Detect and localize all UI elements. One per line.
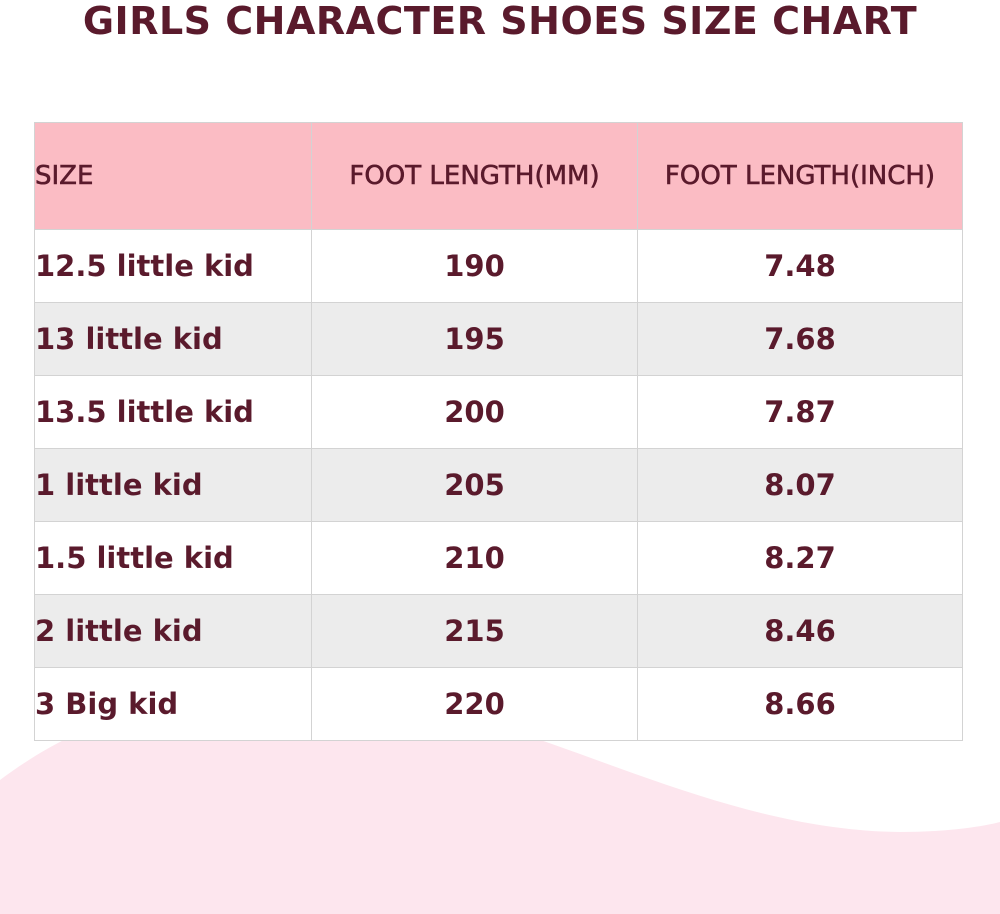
inch-cell: 8.07	[637, 448, 963, 522]
table-row: 1 little kid 205 8.07	[34, 448, 963, 522]
header-size: SIZE	[34, 122, 312, 230]
pink-wave-shape	[0, 689, 1000, 914]
mm-cell: 210	[311, 521, 638, 595]
table-row: 1.5 little kid 210 8.27	[34, 521, 963, 595]
size-cell: 13 little kid	[34, 302, 312, 376]
header-foot-length-inch: FOOT LENGTH(INCH)	[637, 122, 963, 230]
table-header-row: SIZE FOOT LENGTH(MM) FOOT LENGTH(INCH)	[34, 122, 963, 230]
size-cell: 3 Big kid	[34, 667, 312, 741]
size-cell: 2 little kid	[34, 594, 312, 668]
mm-cell: 190	[311, 229, 638, 303]
inch-cell: 7.48	[637, 229, 963, 303]
mm-cell: 200	[311, 375, 638, 449]
inch-cell: 8.27	[637, 521, 963, 595]
page-title: GIRLS CHARACTER SHOES SIZE CHART	[82, 0, 918, 43]
header-foot-length-mm: FOOT LENGTH(MM)	[311, 122, 638, 230]
inch-cell: 7.68	[637, 302, 963, 376]
table-row: 12.5 little kid 190 7.48	[34, 229, 963, 303]
size-cell: 12.5 little kid	[34, 229, 312, 303]
mm-cell: 215	[311, 594, 638, 668]
inch-cell: 8.46	[637, 594, 963, 668]
size-cell: 13.5 little kid	[34, 375, 312, 449]
inch-cell: 8.66	[637, 667, 963, 741]
inch-cell: 7.87	[637, 375, 963, 449]
size-cell: 1 little kid	[34, 448, 312, 522]
size-chart-table: SIZE FOOT LENGTH(MM) FOOT LENGTH(INCH) 1…	[34, 122, 963, 741]
size-cell: 1.5 little kid	[34, 521, 312, 595]
mm-cell: 220	[311, 667, 638, 741]
table-row: 3 Big kid 220 8.66	[34, 667, 963, 741]
table-row: 2 little kid 215 8.46	[34, 594, 963, 668]
table-row: 13 little kid 195 7.68	[34, 302, 963, 376]
mm-cell: 195	[311, 302, 638, 376]
mm-cell: 205	[311, 448, 638, 522]
table-row: 13.5 little kid 200 7.87	[34, 375, 963, 449]
